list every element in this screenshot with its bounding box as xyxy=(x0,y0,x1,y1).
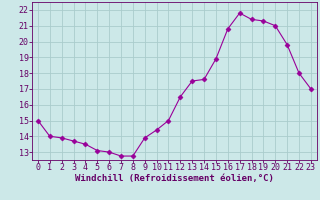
X-axis label: Windchill (Refroidissement éolien,°C): Windchill (Refroidissement éolien,°C) xyxy=(75,174,274,183)
